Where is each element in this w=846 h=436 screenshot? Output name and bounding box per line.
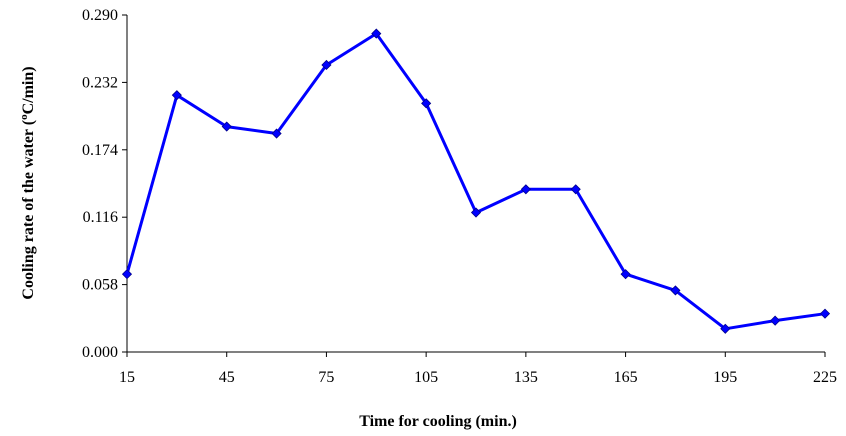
series-line: [125, 32, 826, 331]
data-point-marker: [470, 207, 482, 218]
data-point-marker: [720, 323, 731, 334]
x-tick-label: 225: [813, 369, 837, 386]
x-tick-label: 15: [119, 369, 135, 386]
data-point-marker: [321, 59, 332, 71]
x-tick-label: 135: [514, 369, 538, 386]
x-tick-label: 165: [614, 369, 638, 386]
data-point-marker: [121, 269, 133, 280]
data-point-marker: [371, 28, 382, 39]
x-tick-label: 105: [414, 369, 438, 386]
x-tick-label: 195: [713, 369, 737, 386]
data-point-marker: [770, 315, 781, 326]
x-tick-label: 45: [219, 369, 235, 386]
y-tick-label: 0.290: [82, 7, 118, 24]
y-tick-label: 0.000: [82, 344, 118, 361]
y-axis-title: Cooling rate of the water (oC/min): [18, 66, 37, 299]
data-point-marker: [421, 98, 432, 109]
y-tick-label: 0.058: [82, 277, 118, 294]
y-axis-title-superscript: o: [18, 114, 30, 120]
y-tick-label: 0.232: [82, 74, 118, 91]
x-axis-ticks: 15 45 75 105 135 165 195 225: [119, 352, 837, 386]
data-point-marker: [271, 128, 282, 139]
x-axis-title: Time for cooling (min.): [359, 413, 517, 430]
data-point-marker: [570, 184, 581, 195]
data-point-marker: [620, 269, 631, 280]
data-point-marker: [670, 285, 681, 296]
series-layer: [121, 28, 831, 334]
data-point-marker: [819, 308, 831, 319]
data-point-marker: [520, 184, 531, 195]
y-axis-title-tail: C/min): [20, 66, 37, 114]
data-point-marker: [221, 121, 232, 132]
chart-axes: [126, 15, 825, 353]
y-tick-label: 0.116: [83, 209, 118, 226]
data-point-marker: [171, 90, 182, 101]
y-axis-ticks: 0.000 0.058 0.116 0.174 0.232 0.290: [82, 7, 127, 361]
y-tick-label: 0.174: [82, 142, 118, 159]
y-axis-title-main: Cooling rate of the water (: [20, 120, 37, 300]
x-tick-label: 75: [318, 369, 334, 386]
